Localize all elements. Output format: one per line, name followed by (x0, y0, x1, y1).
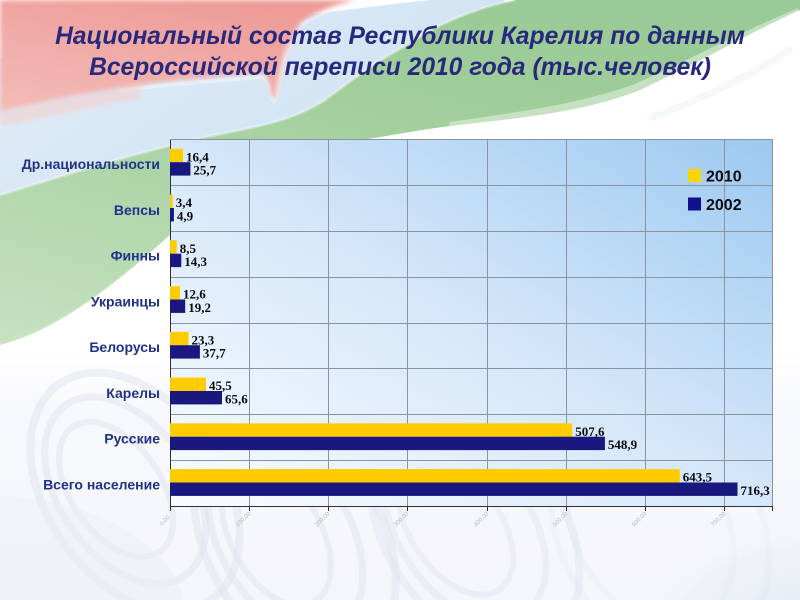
svg-text:65,6: 65,6 (225, 392, 248, 407)
svg-text:23,3: 23,3 (192, 332, 215, 347)
svg-text:16,4: 16,4 (186, 149, 209, 164)
svg-text:4,9: 4,9 (177, 209, 194, 224)
svg-text:12,6: 12,6 (183, 287, 206, 302)
svg-text:8,5: 8,5 (180, 241, 197, 256)
svg-text:37,7: 37,7 (203, 346, 226, 361)
svg-text:2002: 2002 (706, 197, 742, 214)
svg-text:Белорусы: Белорусы (89, 339, 160, 355)
svg-text:507,6: 507,6 (575, 424, 605, 439)
svg-text:716,3: 716,3 (741, 483, 771, 498)
svg-text:Карелы: Карелы (106, 385, 160, 401)
svg-text:14,3: 14,3 (184, 254, 207, 269)
svg-text:3,4: 3,4 (176, 195, 193, 210)
svg-text:Русские: Русские (104, 431, 160, 447)
svg-text:2010: 2010 (706, 169, 742, 186)
svg-text:45,5: 45,5 (209, 378, 232, 393)
svg-text:19,2: 19,2 (188, 300, 211, 315)
svg-text:643,5: 643,5 (683, 470, 713, 485)
svg-text:548,9: 548,9 (608, 437, 638, 452)
svg-text:Всего население: Всего население (43, 476, 160, 492)
svg-text:25,7: 25,7 (193, 163, 216, 178)
svg-text:Финны: Финны (111, 248, 160, 264)
svg-text:Украинцы: Украинцы (91, 293, 160, 309)
svg-text:Др.национальности: Др.национальности (22, 156, 160, 172)
svg-text:Вепсы: Вепсы (114, 202, 160, 218)
